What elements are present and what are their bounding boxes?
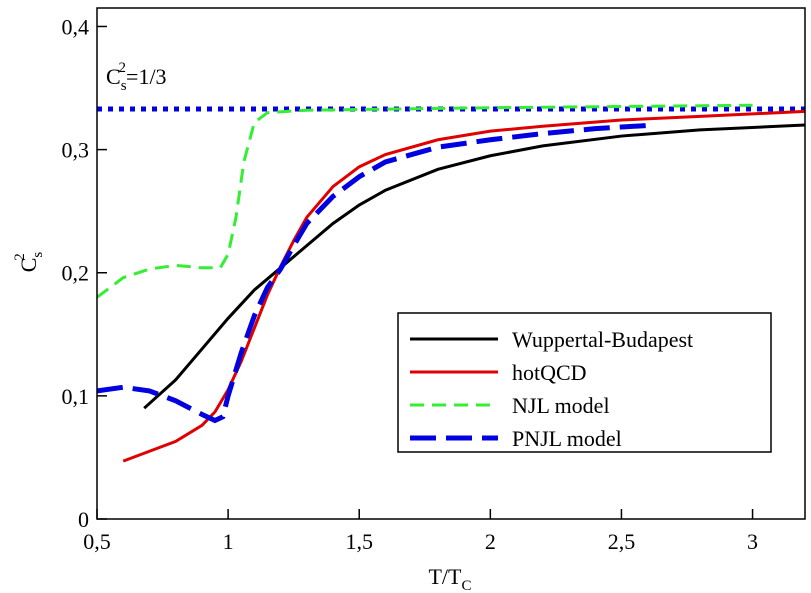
x-tick-label: 2,5	[608, 529, 636, 554]
y-axis-label: Cs2	[12, 252, 46, 273]
y-tick-label: 0	[78, 507, 89, 532]
series-line	[97, 122, 656, 424]
annotation: Cs2=1/3	[106, 60, 167, 94]
x-axis-label: T/TC	[428, 564, 471, 593]
x-tick-label: 1,5	[345, 529, 373, 554]
x-tick-label: 1	[223, 529, 234, 554]
legend-label: hotQCD	[512, 360, 587, 385]
legend-label: NJL model	[512, 393, 610, 418]
series-line	[122, 109, 805, 463]
plot-frame	[96, 7, 806, 520]
series-line	[143, 123, 805, 410]
y-tick-label: 0,4	[62, 14, 90, 39]
y-tick-label: 0,3	[62, 138, 90, 163]
y-tick-label: 0,2	[62, 261, 90, 286]
legend-box	[397, 312, 772, 453]
series-line	[97, 103, 753, 299]
x-tick-label: 2	[485, 529, 496, 554]
legend-label: PNJL model	[512, 426, 622, 451]
y-tick-label: 0,1	[62, 384, 90, 409]
x-tick-label: 3	[747, 529, 758, 554]
x-tick-label: 0,5	[83, 529, 111, 554]
legend-label: Wuppertal-Budapest	[512, 327, 693, 352]
